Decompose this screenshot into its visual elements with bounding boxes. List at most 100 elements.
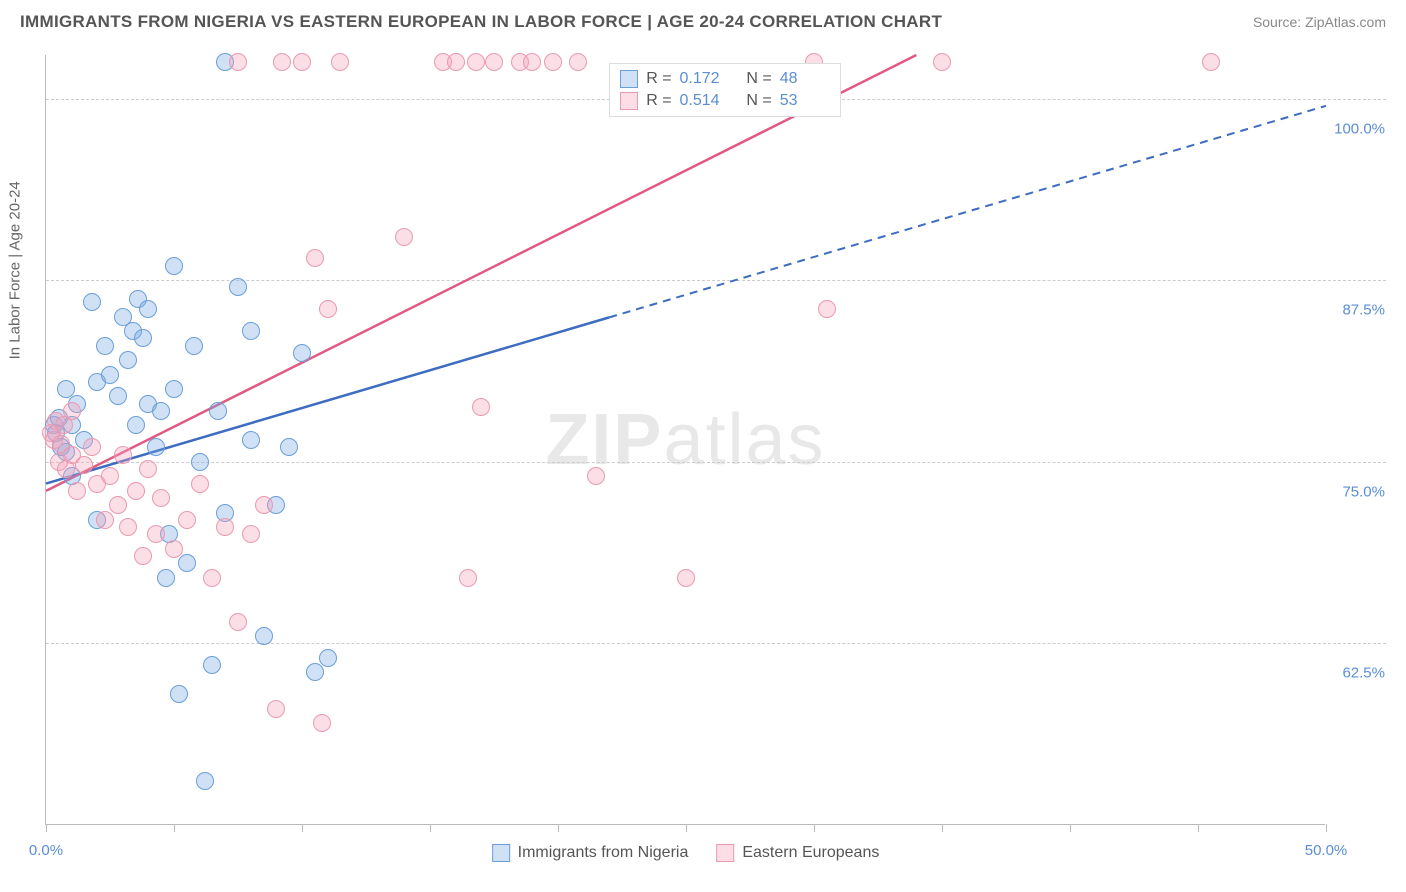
data-point: [331, 53, 349, 71]
data-point: [134, 329, 152, 347]
x-tick: [814, 824, 815, 832]
data-point: [216, 518, 234, 536]
data-point: [818, 300, 836, 318]
legend-stat-row: R = 0.172 N = 48: [620, 68, 830, 90]
data-point: [447, 53, 465, 71]
y-tick-label: 87.5%: [1342, 302, 1385, 319]
data-point: [203, 569, 221, 587]
data-point: [119, 518, 137, 536]
data-point: [114, 446, 132, 464]
data-point: [63, 402, 81, 420]
data-point: [267, 700, 285, 718]
data-point: [933, 53, 951, 71]
legend-item: Immigrants from Nigeria: [492, 844, 689, 862]
r-value: 0.514: [680, 92, 730, 110]
x-tick-label: 0.0%: [29, 842, 63, 859]
data-point: [677, 569, 695, 587]
r-label: R =: [646, 92, 671, 110]
r-value: 0.172: [680, 70, 730, 88]
chart-container: In Labor Force | Age 20-24 ZIPatlas 62.5…: [45, 55, 1385, 825]
data-point: [273, 53, 291, 71]
data-point: [178, 554, 196, 572]
data-point: [229, 613, 247, 631]
data-point: [83, 293, 101, 311]
gridline: [46, 643, 1386, 644]
data-point: [191, 475, 209, 493]
legend-label: Immigrants from Nigeria: [518, 844, 689, 862]
data-point: [523, 53, 541, 71]
data-point: [147, 525, 165, 543]
data-point: [280, 438, 298, 456]
y-tick-label: 62.5%: [1342, 665, 1385, 682]
data-point: [306, 249, 324, 267]
y-tick-label: 100.0%: [1334, 120, 1385, 137]
legend-swatch: [620, 70, 638, 88]
data-point: [467, 53, 485, 71]
watermark: ZIPatlas: [545, 399, 825, 481]
data-point: [395, 228, 413, 246]
data-point: [319, 649, 337, 667]
trend-line-dashed: [609, 106, 1326, 318]
trend-lines: [46, 55, 1326, 825]
data-point: [544, 53, 562, 71]
data-point: [485, 53, 503, 71]
legend-swatch: [492, 844, 510, 862]
data-point: [242, 322, 260, 340]
data-point: [109, 496, 127, 514]
legend-swatch: [620, 92, 638, 110]
gridline: [46, 280, 1386, 281]
r-label: R =: [646, 70, 671, 88]
legend-label: Eastern Europeans: [742, 844, 879, 862]
x-tick: [302, 824, 303, 832]
data-point: [139, 460, 157, 478]
data-point: [139, 300, 157, 318]
data-point: [83, 438, 101, 456]
chart-title: IMMIGRANTS FROM NIGERIA VS EASTERN EUROP…: [20, 12, 942, 32]
n-label: N =: [738, 92, 772, 110]
data-point: [229, 53, 247, 71]
data-point: [196, 772, 214, 790]
legend-stat-row: R = 0.514 N = 53: [620, 90, 830, 112]
data-point: [96, 511, 114, 529]
data-point: [459, 569, 477, 587]
data-point: [306, 663, 324, 681]
legend-item: Eastern Europeans: [716, 844, 879, 862]
data-point: [569, 53, 587, 71]
data-point: [127, 482, 145, 500]
data-point: [157, 569, 175, 587]
data-point: [229, 278, 247, 296]
data-point: [191, 453, 209, 471]
x-tick: [558, 824, 559, 832]
data-point: [255, 496, 273, 514]
data-point: [293, 344, 311, 362]
y-axis-label: In Labor Force | Age 20-24: [7, 181, 24, 359]
x-tick: [1198, 824, 1199, 832]
data-point: [203, 656, 221, 674]
series-legend: Immigrants from Nigeria Eastern Europeans: [492, 844, 880, 862]
data-point: [165, 380, 183, 398]
data-point: [313, 714, 331, 732]
data-point: [101, 467, 119, 485]
data-point: [68, 482, 86, 500]
data-point: [209, 402, 227, 420]
data-point: [170, 685, 188, 703]
gridline: [46, 462, 1386, 463]
x-tick: [1326, 824, 1327, 832]
x-tick: [942, 824, 943, 832]
x-tick-label: 50.0%: [1305, 842, 1348, 859]
x-tick: [174, 824, 175, 832]
data-point: [293, 53, 311, 71]
x-tick: [686, 824, 687, 832]
data-point: [152, 489, 170, 507]
data-point: [178, 511, 196, 529]
plot-area: ZIPatlas 62.5%75.0%87.5%100.0% 0.0%50.0%…: [45, 55, 1325, 825]
data-point: [147, 438, 165, 456]
x-tick: [46, 824, 47, 832]
y-tick-label: 75.0%: [1342, 483, 1385, 500]
correlation-stats-legend: R = 0.172 N = 48R = 0.514 N = 53: [609, 63, 841, 117]
data-point: [185, 337, 203, 355]
data-point: [96, 337, 114, 355]
data-point: [134, 547, 152, 565]
data-point: [242, 431, 260, 449]
n-value: 53: [780, 92, 830, 110]
